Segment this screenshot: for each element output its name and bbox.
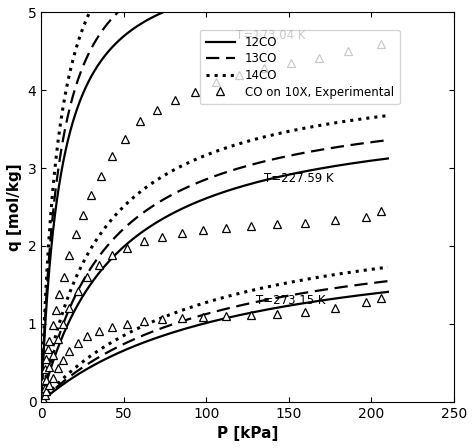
Y-axis label: q [mol/kg]: q [mol/kg]	[7, 163, 22, 251]
X-axis label: P [kPa]: P [kPa]	[217, 426, 278, 441]
Text: T=173.04 K: T=173.04 K	[236, 29, 306, 42]
Text: T=227.59 K: T=227.59 K	[264, 172, 334, 185]
Text: T=273.15 K: T=273.15 K	[256, 294, 325, 307]
Legend: 12CO, 13CO, 14CO, CO on 10X, Experimental: 12CO, 13CO, 14CO, CO on 10X, Experimenta…	[200, 30, 400, 104]
